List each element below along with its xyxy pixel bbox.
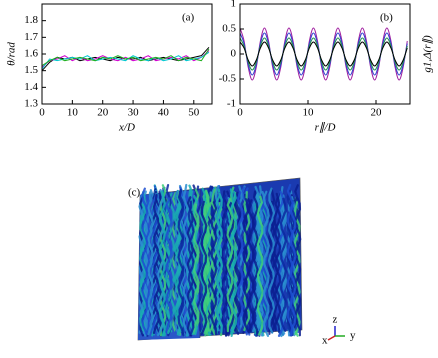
strand	[220, 190, 228, 337]
y-tick-label: 1.6	[24, 48, 38, 60]
x-tick-label: 10	[303, 107, 315, 119]
strand	[147, 189, 155, 336]
x-tick-label: 40	[158, 107, 170, 119]
strand	[279, 197, 287, 332]
strand	[256, 185, 264, 332]
x-axis-title: r∥/D	[315, 122, 336, 134]
y-tick-label: 1.5	[24, 64, 38, 76]
panel-label: (c)	[128, 187, 141, 199]
y-tick-label: 1.8	[24, 14, 38, 26]
strand	[226, 198, 234, 333]
x-tick-label: 0	[39, 107, 45, 119]
strand	[177, 190, 185, 337]
strand	[230, 190, 238, 338]
axis-label: y	[350, 330, 356, 342]
strand	[247, 199, 255, 334]
data-line	[41, 48, 210, 67]
strand	[294, 184, 302, 337]
strand	[242, 197, 250, 333]
strand	[164, 199, 173, 335]
strand	[273, 196, 282, 332]
data-line	[239, 41, 408, 67]
strand	[236, 191, 244, 332]
y-tick-label: -0.5	[219, 73, 237, 85]
strand	[200, 200, 208, 335]
strand	[141, 187, 149, 334]
strand	[256, 195, 264, 336]
x-tick-label: 20	[97, 107, 109, 119]
data-line	[239, 37, 408, 71]
x-tick-label: 20	[371, 107, 383, 119]
y-tick-label: 1	[231, 0, 237, 10]
strand	[227, 188, 235, 335]
strand	[152, 193, 161, 334]
x-tick-label: 30	[128, 107, 140, 119]
x-tick-label: 0	[237, 107, 243, 119]
strand	[251, 185, 260, 333]
strand	[210, 201, 218, 336]
y-axis-title: θ/rad	[6, 42, 18, 66]
snapshot-render	[137, 177, 303, 341]
strand	[138, 203, 147, 332]
x-tick-label: 50	[188, 107, 200, 119]
y-tick-label: 1.3	[24, 98, 38, 110]
strand	[158, 190, 166, 337]
x-axis-title: x/D	[118, 122, 135, 134]
y-tick-label: -1	[227, 98, 236, 110]
y-axis-title: g1,Δ(r∥)	[422, 35, 434, 73]
axis-label: z	[333, 314, 338, 326]
data-line	[41, 51, 210, 70]
strand	[192, 203, 200, 332]
strand	[202, 191, 211, 332]
panel-label: (a)	[182, 12, 195, 24]
data-line	[239, 27, 408, 81]
strand	[221, 194, 229, 335]
y-tick-label: 0.5	[222, 23, 236, 35]
strand	[215, 192, 224, 333]
strand	[267, 187, 276, 334]
strand	[289, 201, 297, 336]
strand	[234, 194, 242, 335]
x-tick-label: 10	[67, 107, 79, 119]
strand	[187, 200, 195, 335]
strand	[251, 190, 259, 337]
axis-label: x	[322, 335, 328, 347]
y-tick-label: 1.4	[24, 81, 38, 93]
strand	[229, 186, 237, 333]
strand	[165, 197, 174, 332]
strand	[186, 196, 194, 337]
strand	[173, 195, 182, 336]
strand	[273, 192, 281, 333]
axis-triad: z y x	[322, 314, 356, 347]
strand	[262, 190, 270, 337]
y-tick-label: 0	[231, 48, 237, 60]
panel-label: (b)	[380, 12, 393, 24]
y-tick-label: 1.7	[24, 31, 38, 43]
strand	[286, 183, 294, 337]
data-line	[239, 32, 408, 76]
